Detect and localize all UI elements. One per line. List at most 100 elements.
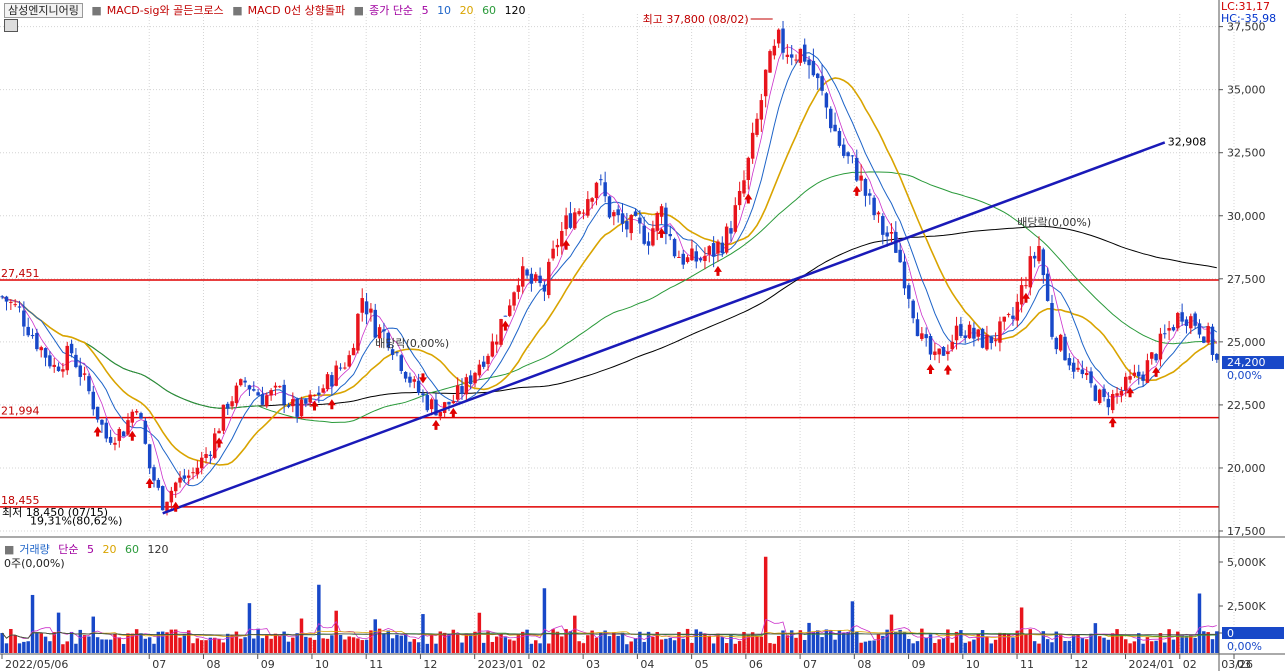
time-tick-label: 08 xyxy=(857,658,871,671)
indicator-macd-zero[interactable]: MACD 0선 상향돌파 xyxy=(247,4,346,17)
volume-bar xyxy=(108,639,113,653)
volume-bar xyxy=(798,630,803,653)
candle-body xyxy=(1106,398,1111,408)
volume-bar xyxy=(898,629,902,653)
ma-5-line xyxy=(2,46,1218,496)
candle-body xyxy=(321,388,325,393)
volume-bar xyxy=(265,634,269,653)
candle-body xyxy=(742,180,746,194)
candle-body xyxy=(212,433,217,458)
time-tick-label: 09 xyxy=(261,658,275,671)
candle-body xyxy=(885,232,889,237)
candle-body xyxy=(421,393,425,396)
volume-bar xyxy=(82,635,87,653)
candle-body xyxy=(941,347,946,356)
volume-bar xyxy=(143,638,148,653)
candle-body xyxy=(208,454,213,457)
candle-body xyxy=(438,411,443,417)
candle-body xyxy=(26,326,30,336)
candle-body xyxy=(1197,323,1202,335)
candle-body xyxy=(720,242,725,254)
buy-signal-arrow xyxy=(1126,387,1135,398)
volume-bar xyxy=(1071,635,1076,653)
ma-20-line xyxy=(1,77,1217,466)
candle-body xyxy=(846,152,850,157)
candle-body xyxy=(716,241,720,254)
volume-bar xyxy=(972,639,976,653)
volume-bar xyxy=(802,639,807,653)
candle-body xyxy=(139,413,143,419)
candle-body xyxy=(763,69,768,97)
volume-bar xyxy=(750,632,755,653)
volume-bar xyxy=(69,631,74,653)
price-tick-label: 20,000 xyxy=(1227,462,1266,475)
volume-bar xyxy=(4,643,9,653)
volume-bar xyxy=(694,629,698,653)
candle-body xyxy=(468,375,473,385)
candle-body xyxy=(889,232,894,234)
candle-body xyxy=(612,212,616,217)
candle-body xyxy=(230,401,234,407)
candle-body xyxy=(4,296,9,302)
candle-body xyxy=(920,333,924,339)
candle-body xyxy=(386,332,390,348)
volume-bar xyxy=(369,630,373,653)
candle-body xyxy=(338,367,343,369)
volume-bar xyxy=(260,638,265,653)
candle-body xyxy=(35,333,39,350)
indicator-macd-sig[interactable]: MACD-sig와 골든크로스 xyxy=(106,4,224,17)
volume-bar xyxy=(78,629,82,653)
time-tick-label: 09 xyxy=(912,658,926,671)
candle-body xyxy=(1123,376,1128,391)
volume-bar xyxy=(451,629,456,653)
volume-bar xyxy=(729,634,733,653)
legend-bullet-icon: ■ xyxy=(353,4,365,17)
candle-body xyxy=(78,365,82,377)
grid-icon[interactable] xyxy=(4,19,18,32)
volume-bar xyxy=(330,635,334,653)
candle-body xyxy=(260,394,265,405)
volume-bar xyxy=(195,638,200,653)
candle-body xyxy=(30,334,35,337)
volume-bar xyxy=(199,640,204,653)
candle-body xyxy=(1037,246,1041,262)
volume-bar xyxy=(35,632,39,653)
buy-signal-arrow xyxy=(1152,366,1161,377)
volume-bar xyxy=(308,637,312,653)
candle-body xyxy=(1050,302,1054,337)
volume-bar xyxy=(182,633,187,653)
candle-body xyxy=(473,372,477,384)
candle-body xyxy=(39,347,43,351)
price-tick-label: 30,000 xyxy=(1227,210,1266,223)
volume-bar xyxy=(165,632,169,653)
volume-bar xyxy=(338,634,343,653)
candle-body xyxy=(512,292,516,306)
buy-signal-arrow xyxy=(943,364,952,375)
candle-body xyxy=(781,28,785,53)
candle-body xyxy=(789,54,794,58)
volume-bar xyxy=(616,635,620,653)
volume-bar xyxy=(160,631,165,653)
stock-name[interactable]: 삼성엔지니어링 xyxy=(4,3,83,18)
volume-bar xyxy=(659,639,664,653)
candle-body xyxy=(911,300,915,319)
candle-body xyxy=(1011,315,1015,319)
volume-bar xyxy=(1011,637,1015,653)
volume-bar xyxy=(373,619,377,653)
candle-body xyxy=(772,45,777,56)
ma-label[interactable]: 종가 단순 xyxy=(369,4,414,17)
volume-bar xyxy=(1154,640,1158,653)
volume-bar xyxy=(113,633,117,653)
volume-bar xyxy=(959,630,963,653)
candle-body xyxy=(273,385,278,388)
volume-bar xyxy=(1076,634,1080,653)
volume-bar xyxy=(269,638,273,653)
volume-bar xyxy=(460,642,464,653)
volume-bar xyxy=(1080,638,1085,653)
volume-bar xyxy=(390,638,395,653)
volume-label[interactable]: 거래량 xyxy=(19,543,50,556)
volume-bar xyxy=(317,584,321,653)
volume-bar xyxy=(876,634,881,653)
volume-bar xyxy=(247,603,252,653)
